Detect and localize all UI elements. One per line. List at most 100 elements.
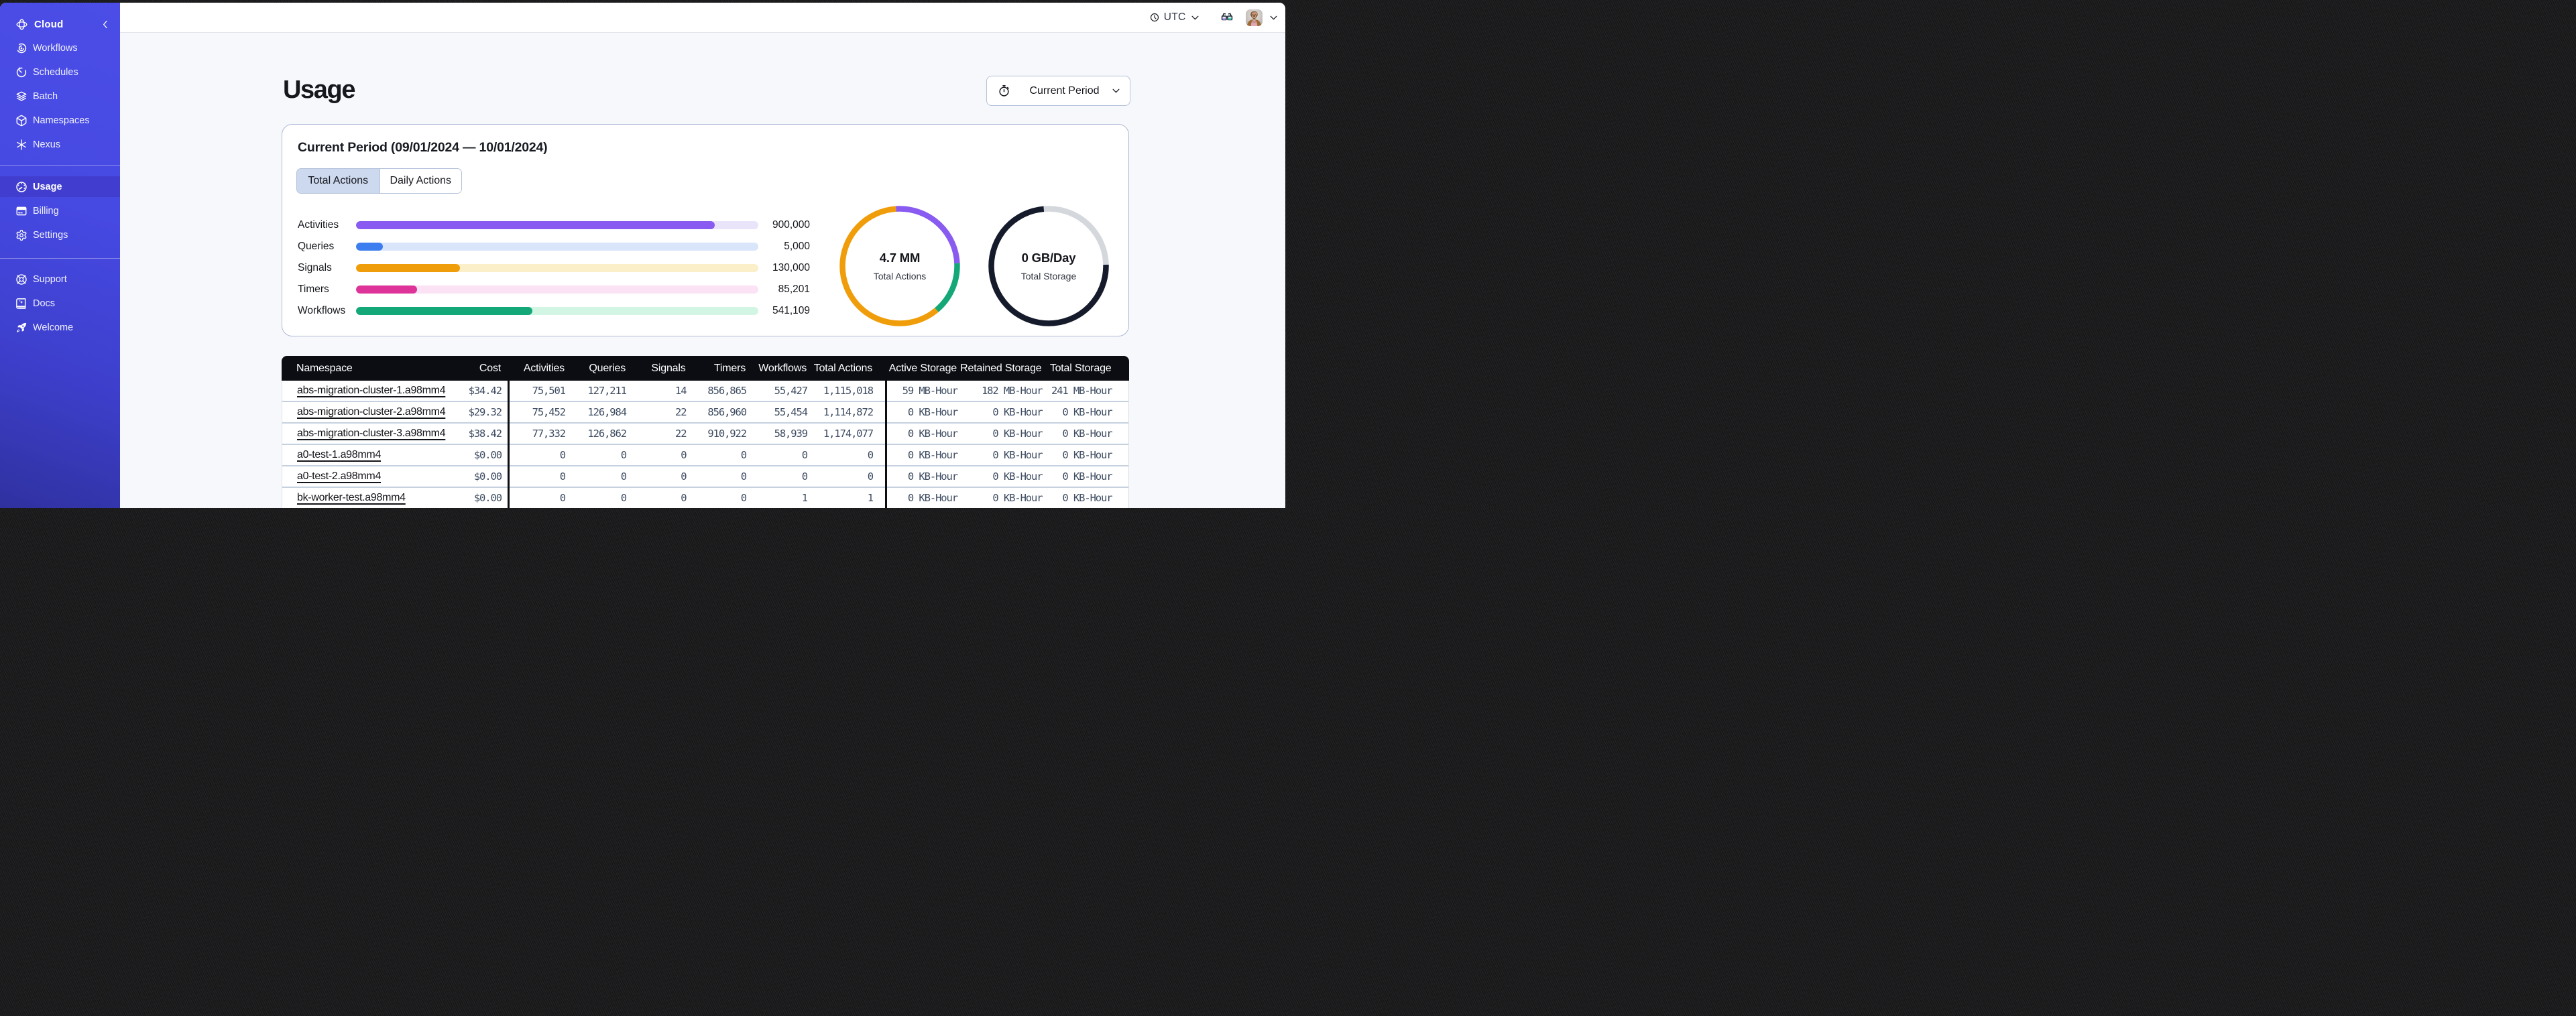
table-cell: 241 MB-Hour: [1051, 385, 1113, 397]
sidebar-item-schedules[interactable]: Schedules: [0, 62, 120, 82]
table-cell: 0: [620, 470, 627, 483]
bar-track: [356, 264, 758, 272]
table-cell: 0 KB-Hour: [907, 406, 958, 418]
main-area: UTC Usage: [120, 3, 1285, 508]
appearance-glasses-button[interactable]: [1221, 11, 1233, 23]
total-storage-label: Total Storage: [1020, 271, 1077, 281]
avatar[interactable]: [1245, 9, 1263, 26]
table-cell: 0 KB-Hour: [1062, 406, 1112, 418]
sidebar-item-docs[interactable]: Docs: [0, 294, 120, 314]
timezone-label: UTC: [1163, 11, 1186, 23]
schedules-icon: [15, 66, 27, 78]
table-cell: 0 KB-Hour: [992, 470, 1043, 483]
table-cell: 1,174,077: [823, 428, 874, 440]
table-header-row: Namespace Cost Activities Queries Signals Tim…: [282, 356, 1129, 381]
bar-label: Timers: [298, 283, 329, 295]
temporal-logo-icon: [15, 18, 28, 31]
bar-value: 900,000: [772, 219, 810, 231]
table-cell: 856,865: [707, 385, 747, 397]
table-cell: 0: [559, 470, 566, 483]
total-actions-value: 4.7 MM: [879, 251, 921, 265]
bar-track: [356, 307, 758, 315]
bar-value: 85,201: [778, 283, 810, 295]
table-cell: $34.42: [468, 385, 503, 397]
column-header-queries: Queries: [589, 362, 626, 374]
table-cell: 0 KB-Hour: [1062, 428, 1112, 440]
welcome-icon: [15, 322, 27, 334]
table-row: a0-test-1.a98mm4 $0.00 0 0 0 0 0 0 0 KB-Hour 0 KB…: [282, 445, 1128, 466]
actions-bar-chart: Activities 900,000 Queries 5,000 Signals 130,…: [282, 214, 825, 322]
bar-value: 541,109: [772, 305, 810, 316]
table-cell: 0 KB-Hour: [907, 449, 958, 461]
namespace-link[interactable]: a0-test-1.a98mm4: [297, 449, 382, 460]
sidebar: Cloud Workflows Schedules Batch Namespac…: [0, 3, 120, 508]
table-cell: 1,114,872: [823, 406, 874, 418]
workflows-icon: [15, 42, 27, 54]
bar-track: [356, 243, 758, 251]
actions-view-toggle: Total Actions Daily Actions: [296, 168, 462, 194]
table-cell: 0: [801, 449, 808, 461]
namespace-link-cell: abs-migration-cluster-3.a98mm4: [282, 428, 450, 440]
sidebar-item-settings[interactable]: Settings: [0, 225, 120, 245]
usage-summary-card: Current Period (09/01/2024 — 10/01/2024)…: [282, 124, 1129, 336]
sidebar-item-label: Namespaces: [33, 115, 90, 126]
column-header-timers: Timers: [713, 362, 746, 374]
sidebar-item-namespaces[interactable]: Namespaces: [0, 110, 120, 131]
table-cell: 0: [559, 492, 566, 504]
bar-fill: [356, 243, 383, 251]
bar-row-timers: Timers 85,201: [282, 279, 825, 300]
sidebar-item-batch[interactable]: Batch: [0, 86, 120, 107]
billing-icon: [15, 205, 27, 217]
column-header-workflows: Workflows: [758, 362, 807, 374]
usage-icon: [15, 181, 27, 193]
table-cell: 77,332: [532, 428, 567, 440]
sidebar-item-workflows[interactable]: Workflows: [0, 38, 120, 58]
table-cell: 0: [681, 492, 687, 504]
bar-row-signals: Signals 130,000: [282, 257, 825, 279]
nexus-icon: [15, 139, 27, 151]
user-menu-chevron-icon[interactable]: [1269, 13, 1278, 22]
sidebar-item-billing[interactable]: Billing: [0, 200, 120, 221]
bar-label: Workflows: [298, 305, 346, 316]
table-cell: 22: [675, 406, 687, 418]
namespace-link[interactable]: a0-test-2.a98mm4: [297, 470, 382, 482]
sidebar-item-welcome[interactable]: Welcome: [0, 318, 120, 338]
card-title: Current Period (09/01/2024 — 10/01/2024): [298, 140, 548, 155]
table-cell: 0 KB-Hour: [992, 449, 1043, 461]
table-cell: 55,427: [774, 385, 809, 397]
chevron-down-icon: [1112, 86, 1120, 95]
column-header-total-storage: Total Storage: [1049, 362, 1112, 374]
table-cell: 126,984: [587, 406, 627, 418]
namespace-link[interactable]: abs-migration-cluster-1.a98mm4: [297, 385, 446, 396]
sidebar-item-label: Batch: [33, 90, 58, 102]
total-actions-donut: 4.7 MM Total Actions: [836, 202, 963, 330]
period-select-button[interactable]: Current Period: [986, 76, 1130, 106]
sidebar-item-label: Workflows: [33, 42, 78, 54]
tab-total-actions[interactable]: Total Actions: [297, 169, 379, 193]
tab-daily-actions[interactable]: Daily Actions: [379, 169, 461, 193]
bar-value: 130,000: [772, 262, 810, 273]
total-actions-label: Total Actions: [873, 271, 927, 281]
namespace-link[interactable]: abs-migration-cluster-2.a98mm4: [297, 406, 446, 418]
table-cell: 1,115,018: [823, 385, 874, 397]
namespace-link-cell: bk-worker-test.a98mm4: [282, 492, 450, 504]
table-cell: 126,862: [587, 428, 627, 440]
table-cell: $38.42: [468, 428, 503, 440]
sidebar-item-label: Support: [33, 274, 67, 285]
table-cell: 0: [801, 470, 808, 483]
collapse-sidebar-icon[interactable]: [101, 19, 111, 29]
sidebar-item-support[interactable]: Support: [0, 269, 120, 290]
bar-row-workflows: Workflows 541,109: [282, 300, 825, 322]
table-cell: 0: [740, 449, 747, 461]
sidebar-item-nexus[interactable]: Nexus: [0, 134, 120, 155]
column-header-total-actions: Total Actions: [813, 362, 872, 374]
table-cell: 0: [681, 449, 687, 461]
clock-icon: [1150, 13, 1159, 22]
table-cell: 0 KB-Hour: [907, 470, 958, 483]
namespace-link[interactable]: abs-migration-cluster-3.a98mm4: [297, 428, 446, 439]
sidebar-item-usage[interactable]: Usage: [0, 176, 120, 197]
table-cell: 127,211: [587, 385, 627, 397]
namespace-link-cell: abs-migration-cluster-2.a98mm4: [282, 406, 450, 418]
namespace-link[interactable]: bk-worker-test.a98mm4: [297, 492, 406, 503]
timezone-picker[interactable]: UTC: [1150, 11, 1199, 23]
